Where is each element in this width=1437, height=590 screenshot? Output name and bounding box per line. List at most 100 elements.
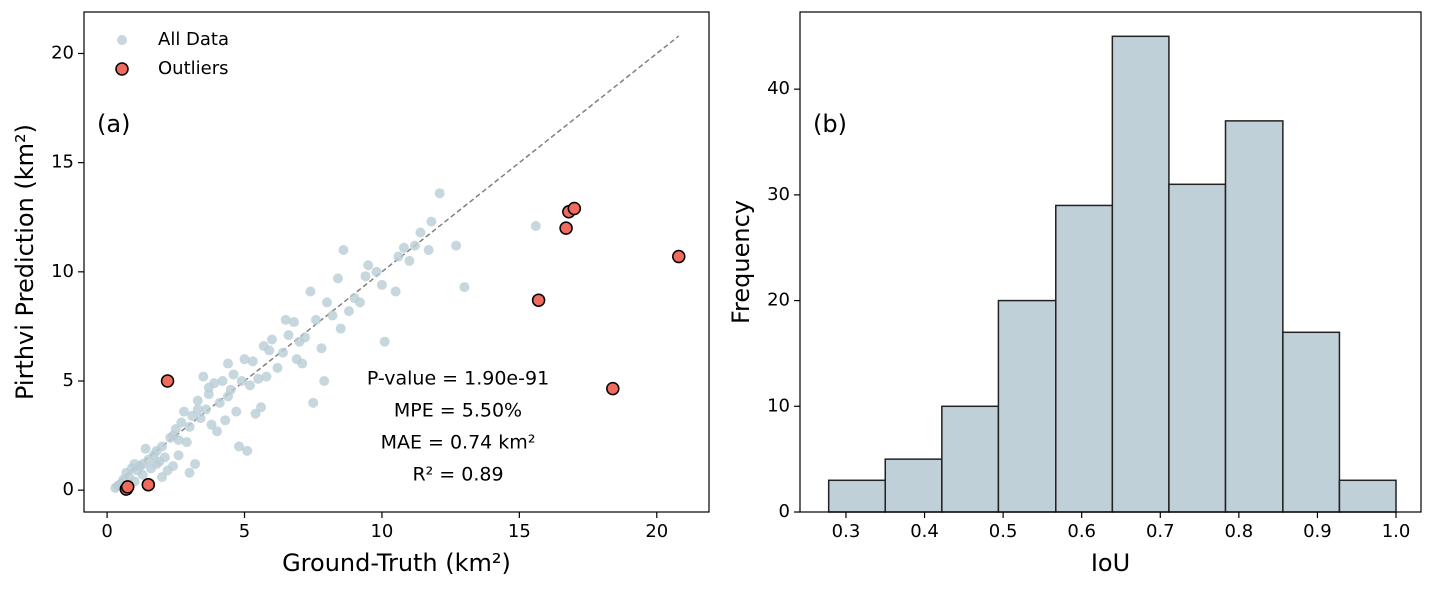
x-tick-label: 0.8 [1225, 521, 1254, 542]
y-tick-label: 0 [63, 479, 74, 500]
x-tick-label: 0.6 [1067, 521, 1096, 542]
scatter-point [272, 362, 283, 373]
scatter-point [184, 467, 195, 478]
annotation: P-value = 1.90e-91 [367, 368, 549, 390]
annotation: MAE = 0.74 km² [381, 432, 536, 454]
scatter-point [203, 382, 214, 393]
hist-bar [997, 299, 1057, 513]
hist-bar [1168, 183, 1227, 513]
x-tick-label: 0 [101, 521, 112, 542]
y-tick-label: 40 [767, 78, 790, 99]
scatter-point [310, 314, 321, 325]
scatter-point [404, 255, 415, 266]
scatter-point [327, 310, 338, 321]
scatter-point [319, 375, 330, 386]
scatter-point [140, 443, 151, 454]
legend-label: Outliers [158, 58, 229, 79]
scatter-point [308, 397, 319, 408]
scatter-point [181, 437, 192, 448]
scatter-point [343, 306, 354, 317]
x-tick-label: 0.9 [1303, 521, 1332, 542]
scatter-point [250, 408, 261, 419]
scatter-point [451, 240, 462, 251]
scatter-point [409, 240, 420, 251]
scatter-point [316, 343, 327, 354]
scatter-point [376, 279, 387, 290]
scatter-point [192, 404, 203, 415]
scatter-point [137, 458, 148, 469]
scatter-point [217, 375, 228, 386]
scatter-point [195, 413, 206, 424]
scatter-point [173, 450, 184, 461]
scatter-point [253, 373, 264, 384]
scatter-point [434, 188, 445, 199]
legend-marker [117, 35, 127, 45]
axes-frame [83, 11, 710, 513]
scatter-point [212, 426, 223, 437]
scatter-point [280, 314, 291, 325]
annotation: MPE = 5.50% [394, 400, 522, 422]
x-tick-label: 0.5 [989, 521, 1018, 542]
scatter-point [426, 216, 437, 227]
y-tick-label: 20 [767, 290, 790, 311]
scatter-point [242, 445, 253, 456]
scatter-point [179, 406, 190, 417]
scatter-point [236, 375, 247, 386]
scatter-point [363, 260, 374, 271]
scatter-point [567, 201, 582, 216]
hist-bar [1338, 479, 1397, 513]
hist-bar [1111, 35, 1170, 513]
x-tick-label: 0.7 [1146, 521, 1175, 542]
scatter-point [338, 244, 349, 255]
scatter-point [415, 227, 426, 238]
scatter-point [160, 374, 175, 388]
scatter-point [288, 317, 299, 328]
scatter-point [459, 282, 470, 293]
scatter-point [141, 477, 156, 492]
x-axis-label: Ground-Truth (km²) [282, 549, 511, 577]
scatter-point [234, 441, 245, 452]
legend-label: All Data [158, 29, 229, 50]
scatter-point [283, 330, 294, 341]
scatter-point [423, 244, 434, 255]
panel-label: (a) [97, 110, 130, 138]
scatter-point [390, 286, 401, 297]
x-tick-label: 1.0 [1382, 521, 1411, 542]
y-axis-label: Frequency [727, 200, 755, 324]
scatter-point [264, 345, 275, 356]
scatter-point [187, 410, 198, 421]
hist-bar [1055, 204, 1114, 513]
scatter-point [247, 356, 258, 367]
axes-frame [799, 11, 1422, 513]
y-tick-label: 15 [51, 152, 74, 173]
scatter-point [379, 336, 390, 347]
scatter-point [531, 293, 546, 307]
scatter-point [672, 249, 686, 264]
scatter-point [360, 271, 371, 282]
scatter-point [157, 472, 168, 483]
hist-bar [884, 458, 943, 513]
x-tick-label: 0.3 [832, 521, 861, 542]
scatter-point [261, 371, 272, 382]
y-axis-label: Pirthvi Prediction (km²) [11, 124, 39, 400]
annotation: R² = 0.89 [412, 464, 503, 486]
x-axis-label: IoU [1091, 549, 1130, 577]
scatter-point [198, 371, 209, 382]
scatter-point [168, 461, 179, 472]
scatter-point [168, 430, 179, 441]
y-tick-label: 10 [767, 395, 790, 416]
scatter-point [299, 332, 310, 343]
scatter-point [151, 458, 162, 469]
scatter-point [256, 402, 267, 413]
scatter-point [157, 441, 168, 452]
scatter-point [297, 358, 308, 369]
scatter-point [214, 397, 225, 408]
scatter-point [176, 417, 187, 428]
scatter-point [137, 469, 148, 480]
scatter-point [223, 391, 234, 402]
y-tick-label: 10 [51, 261, 74, 282]
y-tick-label: 20 [51, 42, 74, 63]
hist-bar [941, 405, 1000, 513]
scatter-point [231, 406, 242, 417]
x-tick-label: 15 [508, 521, 531, 542]
